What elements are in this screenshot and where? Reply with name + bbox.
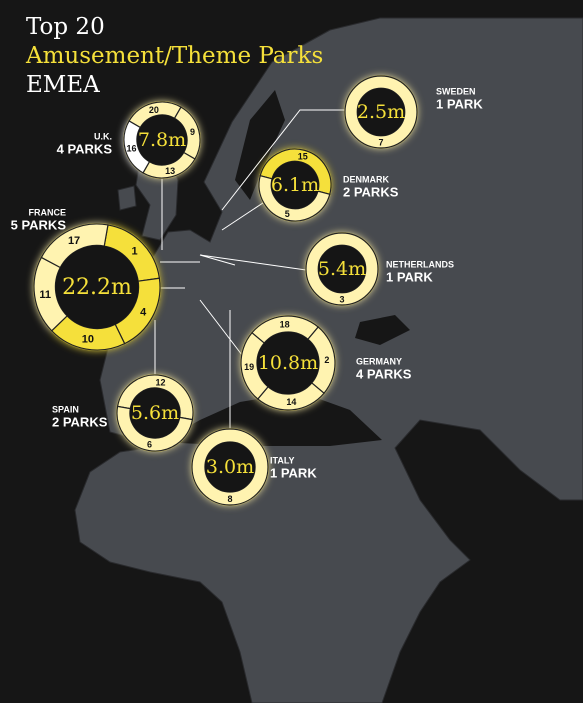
rank-label: 7 [378, 137, 383, 147]
donut-hole [129, 387, 181, 439]
donut-segment [305, 232, 379, 306]
rank-label: 15 [298, 152, 308, 162]
rank-label: 2 [324, 355, 329, 365]
rank-label: 16 [127, 144, 137, 154]
country-name: SPAIN [52, 404, 79, 414]
attendance-total: 7.8m [138, 129, 186, 151]
rank-label: 10 [82, 333, 94, 345]
rank-label: 19 [244, 362, 254, 372]
park-count: 4 PARKS [57, 141, 113, 156]
rank-label: 8 [227, 494, 232, 504]
country-name: FRANCE [29, 207, 67, 217]
rank-label: 1 [132, 246, 138, 258]
donut-hole [357, 88, 405, 136]
title-line: Top 20 [26, 14, 105, 40]
rank-label: 14 [286, 397, 296, 407]
rank-label: 9 [190, 127, 195, 137]
donut-hole [136, 114, 188, 166]
rank-label: 20 [149, 105, 159, 115]
donut [33, 223, 161, 351]
park-count: 4 PARKS [356, 366, 412, 381]
title-line: EMEA [26, 72, 100, 98]
park-count: 1 PARK [386, 269, 433, 284]
donut-segment [240, 331, 269, 400]
donut-hole [318, 245, 366, 293]
rank-label: 3 [339, 294, 344, 304]
attendance-total: 2.5m [357, 101, 405, 123]
park-count: 5 PARKS [11, 217, 67, 232]
rank-label: 6 [147, 439, 152, 449]
attendance-total: 6.1m [271, 174, 319, 196]
attendance-total: 5.4m [318, 258, 366, 280]
park-count: 2 PARKS [343, 184, 399, 199]
rank-label: 13 [165, 166, 175, 176]
title-line: Amusement/Theme Parks [25, 43, 323, 69]
rank-label: 11 [39, 289, 51, 301]
park-count: 1 PARK [436, 96, 483, 111]
rank-label: 17 [68, 235, 80, 247]
rank-label: 4 [140, 306, 147, 318]
country-name: NETHERLANDS [386, 259, 454, 269]
park-count: 2 PARKS [52, 414, 108, 429]
donut-hole [55, 245, 139, 329]
attendance-total: 5.6m [131, 402, 179, 424]
donut-hole [256, 331, 320, 395]
rank-label: 18 [280, 320, 290, 330]
country-name: SWEDEN [436, 86, 476, 96]
rank-label: 5 [285, 209, 290, 219]
attendance-total: 10.8m [258, 352, 318, 374]
country-name: U.K. [94, 131, 112, 141]
park-count: 1 PARK [270, 465, 317, 480]
attendance-total: 22.2m [62, 275, 132, 300]
donut-hole [204, 441, 256, 493]
attendance-total: 3.0m [206, 456, 254, 478]
rank-label: 12 [155, 377, 165, 387]
country-name: DENMARK [343, 174, 389, 184]
country-name: ITALY [270, 455, 295, 465]
donut-hole [271, 161, 319, 209]
country-name: GERMANY [356, 356, 402, 366]
